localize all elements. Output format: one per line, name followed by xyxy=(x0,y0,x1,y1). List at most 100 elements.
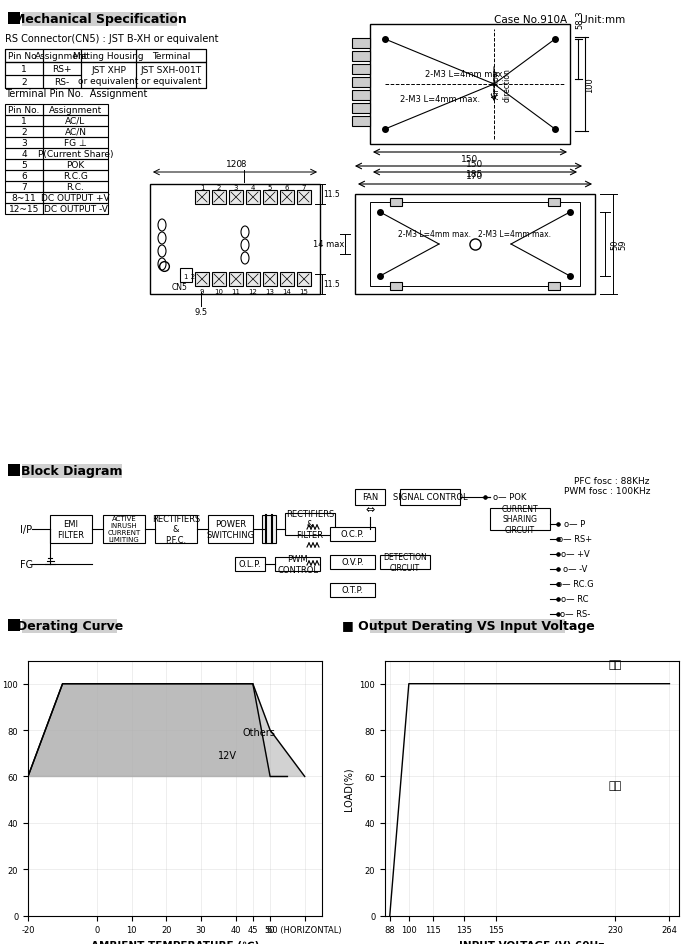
Text: O.V.P.: O.V.P. xyxy=(341,558,364,567)
Text: Mechanical Specification: Mechanical Specification xyxy=(13,13,187,26)
Bar xyxy=(150,185,320,295)
Bar xyxy=(5,182,43,193)
Text: 5: 5 xyxy=(21,160,27,170)
Bar xyxy=(5,160,43,171)
Bar xyxy=(195,273,209,287)
Bar xyxy=(352,104,370,114)
Text: POWER
SWITCHING: POWER SWITCHING xyxy=(206,520,255,539)
Text: 11: 11 xyxy=(232,289,241,295)
Bar xyxy=(262,515,276,544)
Text: 58.3: 58.3 xyxy=(575,10,584,29)
Text: 8: 8 xyxy=(241,160,246,169)
Bar xyxy=(352,52,370,62)
Bar xyxy=(155,515,197,544)
Bar xyxy=(43,204,108,215)
Ellipse shape xyxy=(158,245,166,258)
Text: o— RS-: o— RS- xyxy=(560,610,590,619)
Bar xyxy=(43,193,108,204)
Bar xyxy=(352,117,370,126)
Text: o— -V: o— -V xyxy=(563,565,587,574)
Bar xyxy=(352,91,370,101)
X-axis label: AMBIENT TEMPERATURE (℃): AMBIENT TEMPERATURE (℃) xyxy=(91,940,259,944)
Polygon shape xyxy=(28,684,288,777)
Bar xyxy=(5,126,43,138)
Bar xyxy=(180,269,192,282)
Bar xyxy=(548,199,560,207)
Bar xyxy=(297,191,311,205)
Text: o— RC.G: o— RC.G xyxy=(556,580,594,589)
Text: RS+: RS+ xyxy=(52,65,71,74)
Text: 〜〜: 〜〜 xyxy=(609,660,622,669)
Text: RECTIFIERS
&
FILTER: RECTIFIERS & FILTER xyxy=(286,510,334,539)
Bar xyxy=(229,273,243,287)
Text: EMI
FILTER: EMI FILTER xyxy=(57,520,85,539)
Text: FG ⊥: FG ⊥ xyxy=(64,139,87,148)
Bar xyxy=(370,203,580,287)
Text: O.C.P.: O.C.P. xyxy=(341,530,365,539)
Text: O.T.P.: O.T.P. xyxy=(342,586,363,595)
Text: 3: 3 xyxy=(234,185,238,191)
Text: o— POK: o— POK xyxy=(494,493,526,502)
Text: ■: ■ xyxy=(8,14,20,24)
Bar xyxy=(5,76,43,89)
Bar xyxy=(263,273,277,287)
Text: AC/N: AC/N xyxy=(64,127,87,137)
Bar xyxy=(103,515,145,544)
Text: Block Diagram: Block Diagram xyxy=(21,465,122,478)
Bar xyxy=(297,273,311,287)
Bar xyxy=(5,193,43,204)
Bar xyxy=(246,191,260,205)
Bar xyxy=(22,464,122,479)
Text: R.C.: R.C. xyxy=(66,183,85,192)
Text: ■ Output Derating VS Input Voltage: ■ Output Derating VS Input Voltage xyxy=(342,620,594,632)
Text: 150: 150 xyxy=(466,160,484,169)
Bar xyxy=(490,509,550,531)
Bar xyxy=(5,204,43,215)
Text: 2-M3 L=4mm max.: 2-M3 L=4mm max. xyxy=(425,71,505,79)
Bar xyxy=(355,490,385,505)
Text: O.L.P.: O.L.P. xyxy=(239,560,261,569)
Text: DC OUTPUT +V: DC OUTPUT +V xyxy=(41,194,110,203)
Text: o— RC: o— RC xyxy=(561,595,589,604)
Bar xyxy=(43,105,108,116)
Bar xyxy=(390,282,402,291)
Bar xyxy=(400,490,460,505)
Bar xyxy=(50,515,92,544)
Bar xyxy=(330,528,375,542)
Text: 2-M3 L=4mm max.: 2-M3 L=4mm max. xyxy=(479,230,552,239)
Text: 120: 120 xyxy=(226,160,244,169)
Bar xyxy=(5,50,206,63)
Bar xyxy=(352,78,370,88)
Text: Terminal Pin No.  Assignment: Terminal Pin No. Assignment xyxy=(5,89,148,99)
Bar xyxy=(5,50,43,63)
Bar xyxy=(5,105,43,116)
Bar xyxy=(8,619,20,632)
Bar xyxy=(195,191,209,205)
Text: 2: 2 xyxy=(21,127,27,137)
Text: DETECTION
CIRCUIT: DETECTION CIRCUIT xyxy=(383,553,427,572)
Text: 150: 150 xyxy=(461,156,479,164)
Bar xyxy=(370,619,565,633)
Text: 1 2: 1 2 xyxy=(184,274,195,279)
Text: SIGNAL CONTROL: SIGNAL CONTROL xyxy=(393,493,468,502)
Bar xyxy=(43,182,108,193)
Text: RS Connector(CN5) : JST B-XH or equivalent: RS Connector(CN5) : JST B-XH or equivale… xyxy=(5,34,218,44)
Text: 14 max.: 14 max. xyxy=(313,240,347,249)
Bar xyxy=(370,25,570,144)
Bar xyxy=(22,13,177,27)
Text: Pin No.: Pin No. xyxy=(8,106,40,115)
Text: 5: 5 xyxy=(268,185,272,191)
Text: 9.5: 9.5 xyxy=(195,308,208,317)
Text: PFC fosc : 88KHz
PWM fosc : 100KHz: PFC fosc : 88KHz PWM fosc : 100KHz xyxy=(564,477,650,496)
Bar xyxy=(352,39,370,49)
Polygon shape xyxy=(28,684,304,777)
Text: 6: 6 xyxy=(285,185,289,191)
Bar xyxy=(43,160,108,171)
Text: Mating Housing: Mating Housing xyxy=(74,52,144,61)
Text: FAN: FAN xyxy=(362,493,378,502)
Text: Air flow
direction: Air flow direction xyxy=(492,68,512,102)
Bar xyxy=(8,13,20,25)
Bar xyxy=(390,199,402,207)
Text: 2-M3 L=4mm max.: 2-M3 L=4mm max. xyxy=(398,230,472,239)
Text: 12: 12 xyxy=(248,289,258,295)
